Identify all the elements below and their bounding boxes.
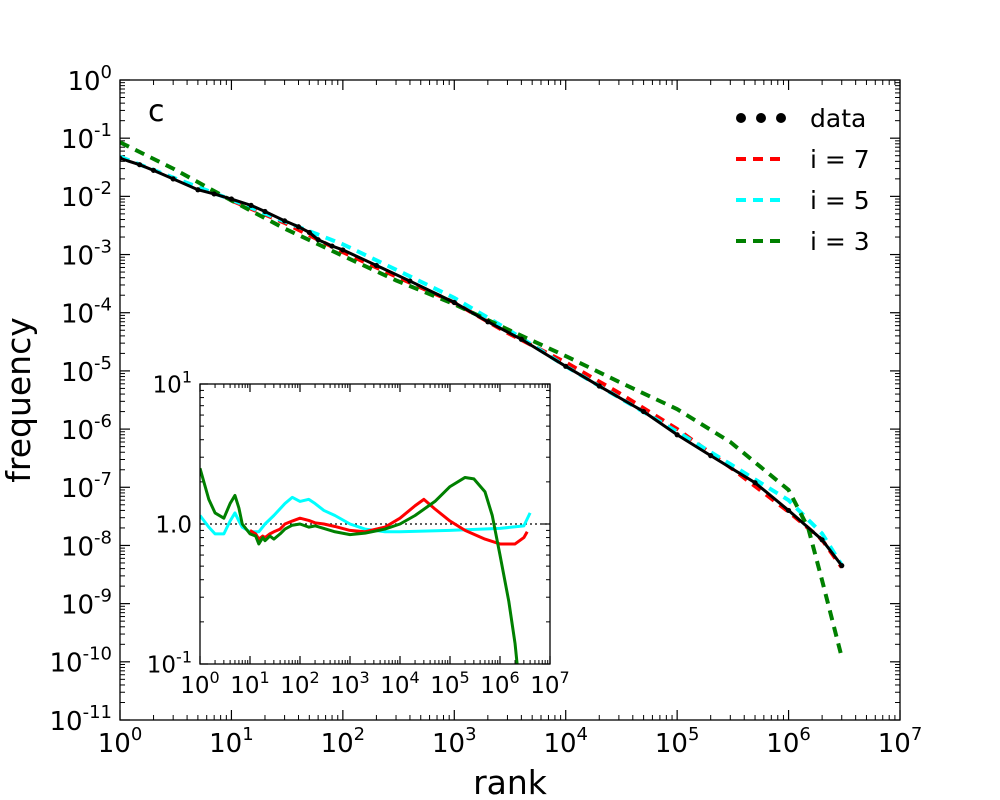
main-x-tick-label: 106	[766, 724, 811, 759]
main-y-tick-label: 10-5	[61, 353, 112, 388]
series-data-point	[248, 202, 254, 208]
inset-y-tick-label: 101	[153, 368, 192, 399]
main-y-tick-label: 10-9	[61, 586, 112, 621]
series-data-point	[839, 563, 845, 569]
series-data-point	[295, 224, 302, 230]
inset-x-tick-label: 100	[180, 668, 219, 699]
legend: data i = 7 i = 5 i = 3	[736, 104, 870, 256]
legend-entry-data: data	[736, 104, 866, 133]
series-data-point	[785, 507, 792, 514]
main-y-tick-label: 10-4	[61, 295, 112, 330]
main-x-tick-label: 103	[432, 724, 477, 759]
main-x-tick-label: 104	[543, 724, 588, 759]
series-data-point	[407, 278, 413, 284]
series-data-point	[262, 208, 268, 215]
legend-marker	[756, 113, 766, 123]
main-y-tick-label: 10-1	[61, 120, 112, 155]
main-series	[120, 140, 845, 658]
series-data-point	[563, 363, 569, 369]
series-data-point	[451, 299, 457, 306]
series-data-point	[228, 196, 235, 202]
inset-series-i-3-line	[200, 467, 519, 664]
inset-series-i-5-line	[200, 495, 532, 536]
series-data-point	[485, 319, 491, 325]
series-data-point	[281, 218, 288, 224]
inset-series-i-7-line	[249, 497, 529, 546]
inset-plot: 100 101 102 103 104 105 106 107 101 1.0 10-1	[147, 368, 570, 699]
legend-entry-i-3: i = 3	[736, 227, 870, 256]
main-plot: 100 101 102 103 104 105 106 10710010-110-210-31…	[0, 62, 922, 800]
series-data-point	[674, 432, 680, 438]
series-data-point	[373, 262, 380, 269]
inset-tick-labels: 100 101 102 103 104 105 106 107 101 1.0 10-1	[147, 368, 570, 699]
series-data-point	[306, 229, 312, 236]
legend-label: i = 3	[810, 227, 870, 256]
series-data-point	[211, 191, 217, 197]
series-data-point	[340, 247, 346, 253]
inset-x-tick-label: 106	[480, 668, 519, 699]
series-data-point	[596, 383, 602, 389]
main-y-tick-label: 10-2	[61, 178, 112, 213]
inset-x-tick-label: 105	[430, 668, 469, 699]
main-x-tick-label: 101	[209, 724, 254, 759]
main-x-tick-label: 105	[655, 724, 700, 759]
legend-label: i = 5	[810, 186, 870, 215]
series-data-point	[518, 336, 524, 342]
series-data-point	[150, 167, 157, 173]
series-data-point	[329, 243, 335, 249]
series-data-point	[170, 176, 176, 182]
main-y-tick-label: 10-11	[50, 702, 113, 737]
inset-x-tick-label: 102	[280, 668, 319, 699]
main-y-tick-label: 10-6	[61, 411, 112, 446]
inset-x-tick-label: 103	[330, 668, 369, 699]
main-x-tick-label: 100	[98, 724, 143, 759]
main-x-tick-label: 102	[321, 724, 366, 759]
inset-x-tick-label: 101	[230, 668, 269, 699]
legend-marker	[736, 113, 746, 123]
series-data-point	[315, 237, 321, 243]
legend-entry-i-7: i = 7	[736, 145, 870, 174]
inset-x-tick-label: 104	[380, 668, 419, 699]
main-x-tick-label: 107	[878, 724, 923, 759]
series-data-point	[137, 162, 143, 168]
main-ticks	[119, 79, 901, 721]
inset-axes-frame	[199, 383, 551, 665]
y-axis-label: frequency	[0, 317, 38, 483]
x-axis-label: rank	[473, 763, 548, 800]
series-i-3-line	[120, 140, 844, 658]
main-y-tick-label: 10-3	[61, 236, 112, 271]
legend-entry-i-5: i = 5	[736, 186, 870, 215]
main-y-tick-label: 100	[67, 62, 112, 97]
panel-label: c	[148, 94, 165, 129]
series-data-point	[752, 480, 758, 486]
series-data-point	[640, 408, 647, 415]
legend-label: data	[810, 104, 866, 133]
inset-x-tick-label: 107	[530, 668, 569, 699]
legend-marker	[776, 113, 786, 123]
main-y-tick-label: 10-10	[50, 644, 113, 679]
legend-label: i = 7	[810, 145, 870, 174]
series-data-point	[708, 453, 714, 459]
main-y-tick-label: 10-8	[61, 527, 112, 562]
series-data-point	[819, 537, 825, 543]
inset-y-tick-label: 1.0	[155, 513, 192, 539]
main-axes-frame	[119, 79, 901, 721]
inset-y-tick-label: 10-1	[147, 648, 192, 679]
inset-series	[200, 467, 550, 664]
series-data-point	[195, 187, 201, 193]
main-y-tick-label: 10-7	[61, 469, 112, 504]
main-tick-labels: 100 101 102 103 104 105 106 10710010-110-210-31…	[50, 62, 923, 759]
